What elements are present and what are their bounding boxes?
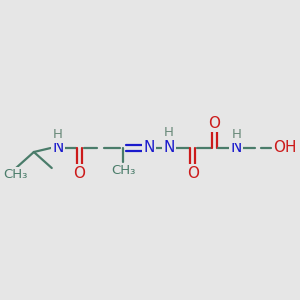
Text: CH₃: CH₃: [3, 169, 27, 182]
Text: OH: OH: [273, 140, 297, 155]
Text: N: N: [143, 140, 155, 155]
Text: CH₃: CH₃: [111, 164, 135, 178]
Text: N: N: [52, 140, 63, 155]
Text: H: H: [53, 128, 63, 142]
Text: O: O: [187, 166, 199, 181]
Text: O: O: [74, 166, 86, 181]
Text: H: H: [164, 125, 174, 139]
Text: N: N: [231, 140, 242, 155]
Text: N: N: [163, 140, 175, 155]
Text: H: H: [231, 128, 241, 142]
Text: O: O: [208, 116, 220, 130]
